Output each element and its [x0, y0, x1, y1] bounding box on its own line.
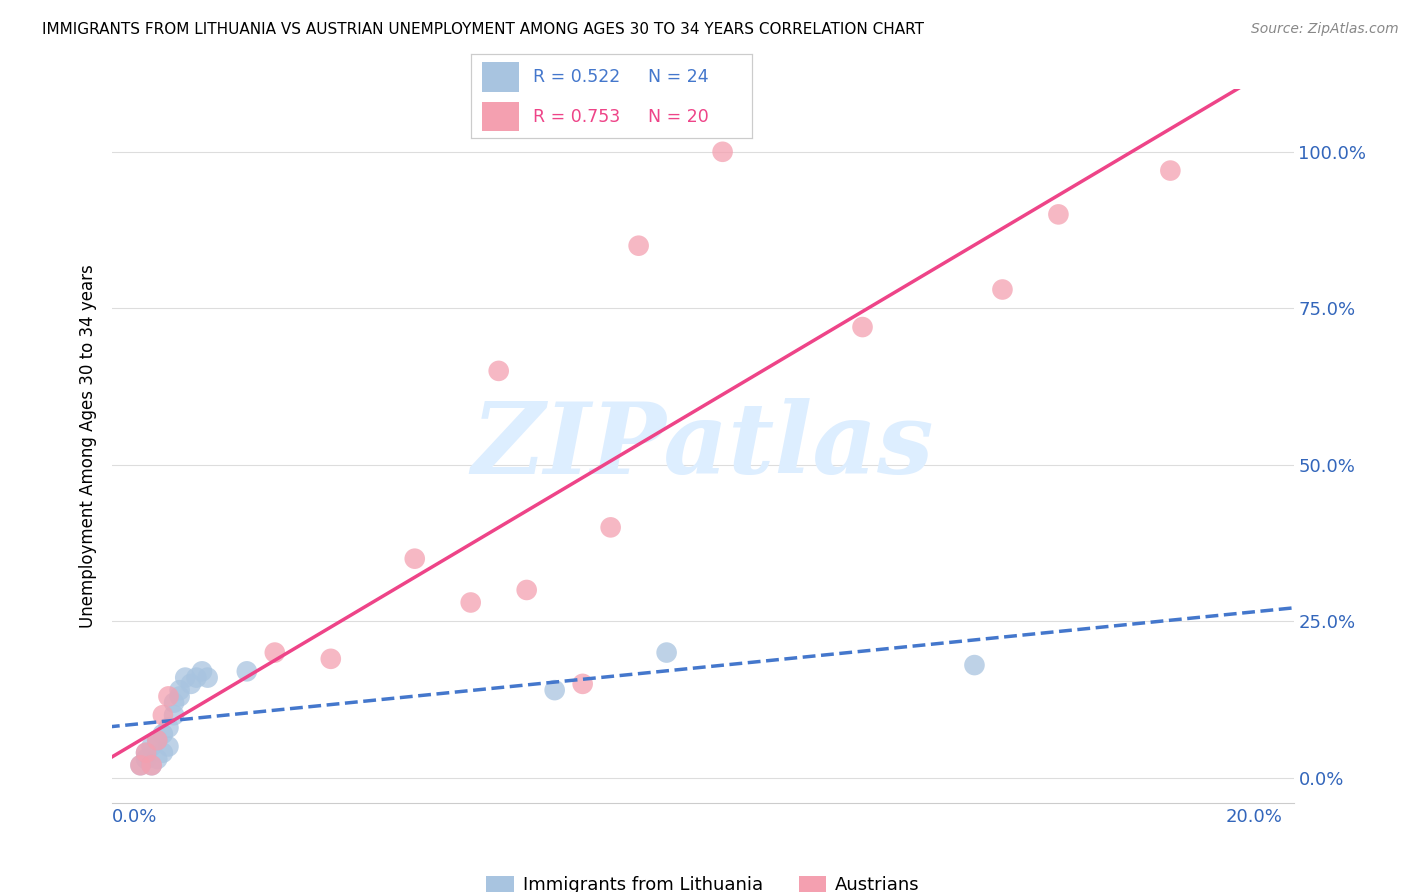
- Point: [129, 758, 152, 772]
- Point: [655, 646, 678, 660]
- Point: [152, 727, 174, 741]
- Point: [141, 758, 163, 772]
- Point: [571, 677, 593, 691]
- Point: [263, 646, 285, 660]
- Point: [135, 746, 157, 760]
- Point: [1159, 163, 1181, 178]
- Point: [157, 721, 180, 735]
- Point: [544, 683, 567, 698]
- Point: [146, 733, 169, 747]
- Point: [488, 364, 510, 378]
- Point: [141, 758, 163, 772]
- Y-axis label: Unemployment Among Ages 30 to 34 years: Unemployment Among Ages 30 to 34 years: [79, 264, 97, 628]
- Text: ZIPatlas: ZIPatlas: [472, 398, 934, 494]
- Point: [152, 746, 174, 760]
- Point: [460, 595, 482, 609]
- Point: [152, 708, 174, 723]
- Text: N = 24: N = 24: [648, 68, 709, 86]
- Text: R = 0.522: R = 0.522: [533, 68, 620, 86]
- Point: [141, 739, 163, 754]
- Point: [146, 733, 169, 747]
- FancyBboxPatch shape: [482, 62, 519, 92]
- Point: [146, 752, 169, 766]
- Point: [197, 671, 219, 685]
- Point: [599, 520, 621, 534]
- Text: Source: ZipAtlas.com: Source: ZipAtlas.com: [1251, 22, 1399, 37]
- Point: [163, 708, 186, 723]
- Point: [129, 758, 152, 772]
- Point: [169, 683, 191, 698]
- Point: [404, 551, 426, 566]
- Point: [163, 696, 186, 710]
- Point: [991, 283, 1014, 297]
- Point: [186, 671, 208, 685]
- Legend: Immigrants from Lithuania, Austrians: Immigrants from Lithuania, Austrians: [479, 869, 927, 892]
- Point: [711, 145, 734, 159]
- Point: [135, 752, 157, 766]
- Text: R = 0.753: R = 0.753: [533, 108, 620, 126]
- Point: [191, 665, 214, 679]
- Point: [236, 665, 259, 679]
- Point: [174, 671, 197, 685]
- Point: [169, 690, 191, 704]
- Point: [157, 690, 180, 704]
- Point: [963, 658, 986, 673]
- Point: [157, 739, 180, 754]
- Point: [135, 746, 157, 760]
- FancyBboxPatch shape: [482, 102, 519, 131]
- Text: N = 20: N = 20: [648, 108, 709, 126]
- Text: IMMIGRANTS FROM LITHUANIA VS AUSTRIAN UNEMPLOYMENT AMONG AGES 30 TO 34 YEARS COR: IMMIGRANTS FROM LITHUANIA VS AUSTRIAN UN…: [42, 22, 924, 37]
- Point: [319, 652, 342, 666]
- Point: [180, 677, 202, 691]
- Point: [851, 320, 873, 334]
- Point: [1047, 207, 1070, 221]
- Point: [516, 582, 538, 597]
- Point: [627, 238, 650, 252]
